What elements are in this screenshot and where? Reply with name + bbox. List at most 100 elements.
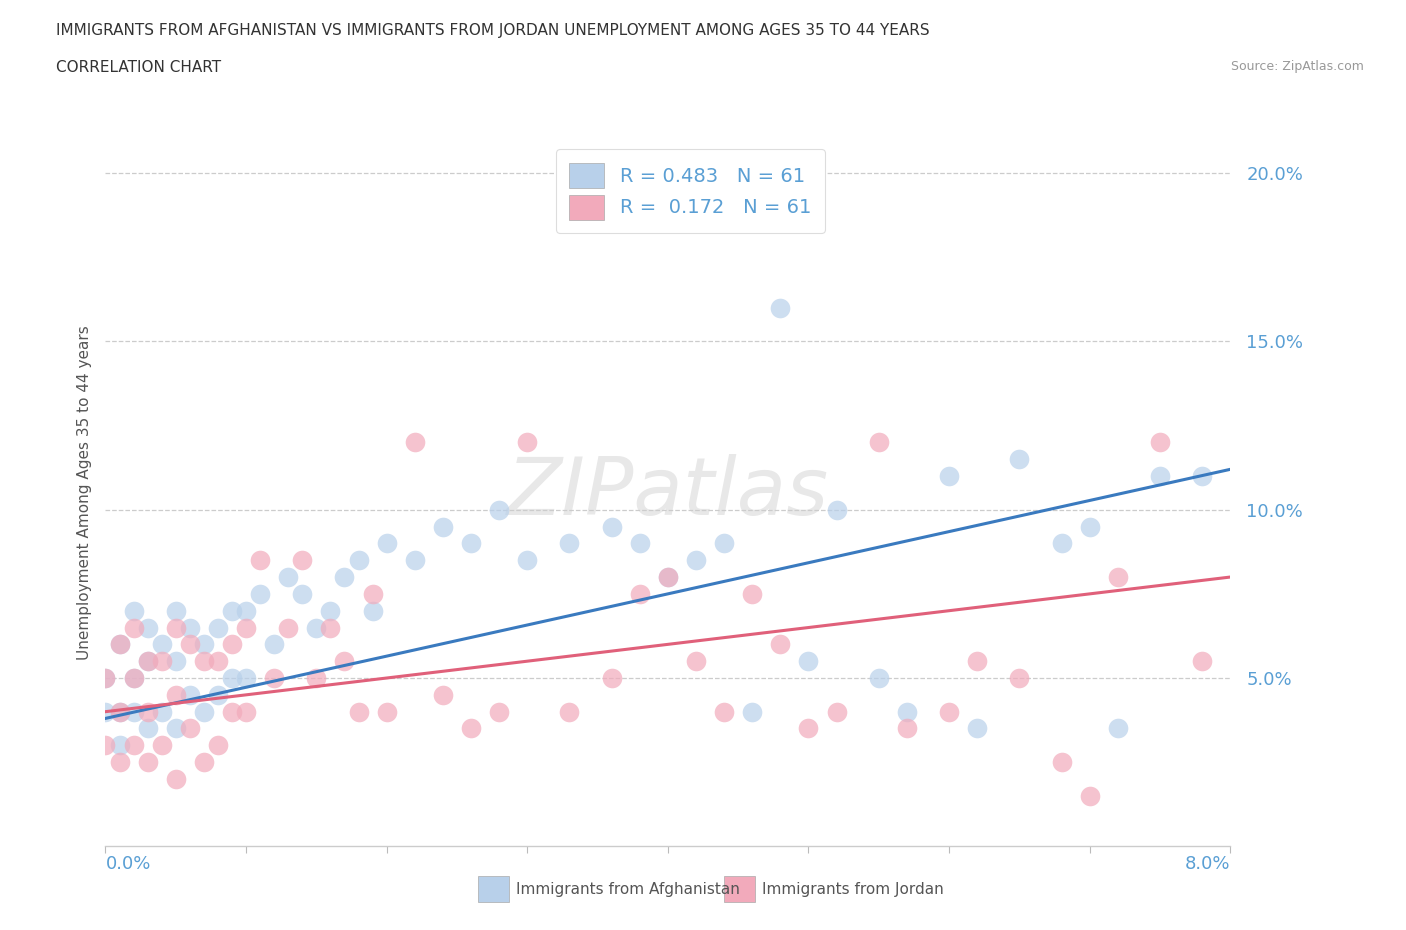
Point [460,536,482,551]
Point [122,737,145,752]
Point [558,536,581,551]
Point [136,704,159,719]
Point [207,654,229,669]
Point [657,569,679,584]
Point [179,721,201,736]
Point [1107,569,1129,584]
Point [1191,654,1213,669]
Point [249,587,271,602]
Point [94,704,117,719]
Point [896,704,918,719]
Point [741,704,763,719]
Legend: R = 0.483   N = 61, R =  0.172   N = 61: R = 0.483 N = 61, R = 0.172 N = 61 [555,149,825,233]
Point [305,620,328,635]
Text: 0.0%: 0.0% [105,856,150,873]
Point [432,519,454,534]
Point [150,637,173,652]
Point [825,704,848,719]
Point [263,637,285,652]
Point [868,435,890,450]
Point [375,704,398,719]
Point [628,587,651,602]
Point [1107,721,1129,736]
Text: IMMIGRANTS FROM AFGHANISTAN VS IMMIGRANTS FROM JORDAN UNEMPLOYMENT AMONG AGES 35: IMMIGRANTS FROM AFGHANISTAN VS IMMIGRANT… [56,23,929,38]
Point [1050,536,1073,551]
Point [165,772,187,787]
Point [165,604,187,618]
Point [868,671,890,685]
Point [347,704,370,719]
Point [122,620,145,635]
Point [221,704,243,719]
Point [713,536,735,551]
Point [94,671,117,685]
Point [108,737,131,752]
Point [319,604,342,618]
Point [628,536,651,551]
Point [150,654,173,669]
Text: ZIPatlas: ZIPatlas [506,454,830,532]
Point [165,687,187,702]
Point [136,654,159,669]
Point [221,671,243,685]
Point [207,687,229,702]
Point [685,552,707,567]
Point [361,604,384,618]
Point [291,552,314,567]
Point [966,721,988,736]
Point [1078,789,1101,804]
Point [347,552,370,567]
Point [516,552,538,567]
Point [263,671,285,685]
Point [193,755,215,770]
Point [108,704,131,719]
Point [305,671,328,685]
Point [136,721,159,736]
Point [108,637,131,652]
Point [291,587,314,602]
Text: CORRELATION CHART: CORRELATION CHART [56,60,221,75]
Point [108,637,131,652]
Point [108,755,131,770]
Point [600,519,623,534]
Point [193,654,215,669]
Text: Immigrants from Jordan: Immigrants from Jordan [762,882,943,897]
Point [150,704,173,719]
Point [122,671,145,685]
Point [165,654,187,669]
Point [235,671,257,685]
Point [235,620,257,635]
Point [896,721,918,736]
Point [938,469,960,484]
Point [221,604,243,618]
Point [797,721,820,736]
Point [361,587,384,602]
Point [558,704,581,719]
Point [966,654,988,669]
Point [122,671,145,685]
Point [122,704,145,719]
Point [277,569,299,584]
Point [333,569,356,584]
Point [221,637,243,652]
Point [179,620,201,635]
Point [488,502,510,517]
Point [741,587,763,602]
Point [136,755,159,770]
Point [165,620,187,635]
Point [938,704,960,719]
Point [319,620,342,635]
Point [1149,435,1171,450]
Point [1008,671,1031,685]
Text: 8.0%: 8.0% [1185,856,1230,873]
Point [193,637,215,652]
Point [769,637,792,652]
Point [657,569,679,584]
Point [375,536,398,551]
Point [488,704,510,719]
Point [769,300,792,315]
Point [460,721,482,736]
Point [685,654,707,669]
Point [1078,519,1101,534]
Text: Source: ZipAtlas.com: Source: ZipAtlas.com [1230,60,1364,73]
